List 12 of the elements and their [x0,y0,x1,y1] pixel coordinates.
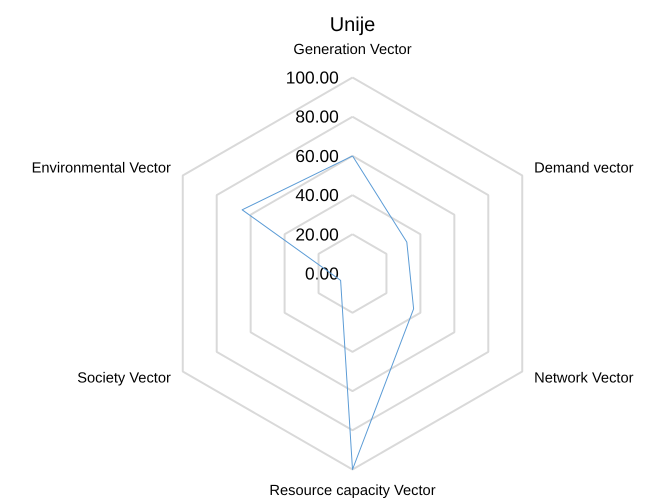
y-tick-label: 60.00 [295,146,339,166]
spoke-label: Demand vector [534,160,634,177]
chart-title: Unije [330,14,376,36]
spoke-label: Resource capacity Vector [269,483,436,500]
y-tick-label: 40.00 [295,185,339,206]
y-tick-label: 20.00 [295,224,339,244]
spoke-label: Generation Vector [293,42,412,58]
spoke-label: Network Vector [534,370,634,386]
y-tick-label: 80.00 [295,106,339,127]
spoke-label: Environmental Vector [32,160,171,177]
y-tick-label: 100.00 [286,68,339,88]
spoke-label: Society Vector [77,370,171,386]
